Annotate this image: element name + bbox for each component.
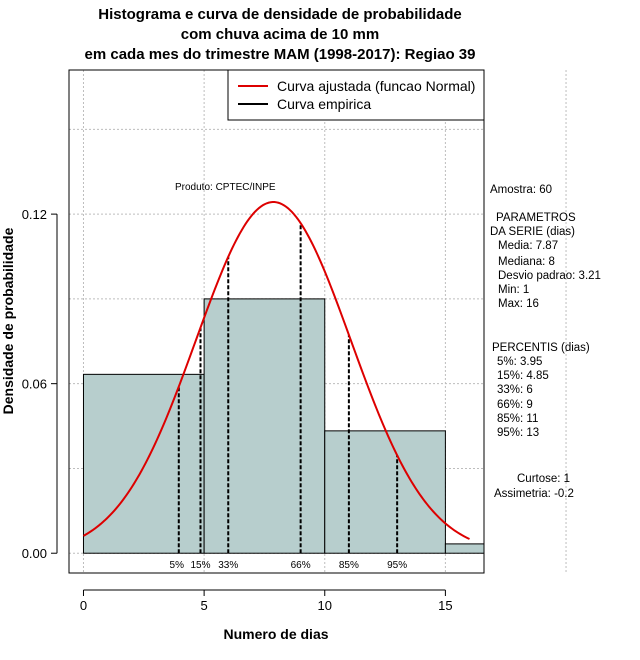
percentile-lines: 5% 15% 33% 66% 85% 95% (170, 223, 407, 571)
stat-mean: Media: 7.87 (498, 240, 559, 252)
fitted-normal-curve (82, 201, 470, 540)
x-tick-label: 5 (200, 598, 207, 613)
stat-max: Max: 16 (498, 298, 539, 310)
product-label: Produto: CPTEC/INPE (175, 182, 276, 193)
legend: Curva ajustada (funcao Normal) Curva emp… (227, 69, 485, 121)
x-tick-label: 15 (438, 598, 452, 613)
percentile-label: 95% (387, 560, 407, 571)
histogram-bar (82, 373, 205, 554)
stat-sample: Amostra: 60 (490, 184, 552, 196)
percentile-label: 5% (170, 560, 185, 571)
stat-skewness: Assimetria: -0.2 (494, 488, 574, 500)
y-axis-label: Densidade de probabilidade (0, 227, 16, 414)
stat-p15: 15%: 4.85 (497, 370, 549, 382)
stat-p5: 5%: 3.95 (497, 356, 543, 368)
stat-params-header-2: DA SERIE (dias) (490, 226, 575, 238)
chart-title-line-3: em cada mes do trimestre MAM (1998-2017)… (84, 46, 476, 63)
chart-title-line-1: Histograma e curva de densidade de proba… (98, 6, 462, 23)
legend-fitted-label: Curva ajustada (funcao Normal) (277, 78, 475, 94)
percentile-label: 15% (190, 560, 210, 571)
axes-layer: 0 5 10 15 0.00 0.06 0.12 (22, 207, 453, 613)
percentile-label: 66% (291, 560, 311, 571)
histogram-bars (82, 298, 485, 554)
stat-p66: 66%: 9 (497, 399, 533, 411)
y-tick-label: 0.06 (22, 377, 47, 392)
fitted-curve-layer (82, 201, 470, 540)
x-tick-label: 0 (80, 598, 87, 613)
stat-p95: 95%: 13 (497, 427, 540, 439)
y-tick-label: 0.00 (22, 546, 47, 561)
histogram-bar (444, 543, 485, 554)
stat-p33: 33%: 6 (497, 384, 533, 396)
percentile-label: 33% (218, 560, 238, 571)
histogram-bar (324, 430, 446, 554)
stat-sd: Desvio padrao: 3.21 (498, 270, 601, 282)
stat-params-header-1: PARAMETROS (496, 212, 576, 224)
legend-empirical-label: Curva empirica (277, 96, 371, 112)
chart-title-line-2: com chuva acima de 10 mm (180, 26, 380, 43)
y-tick-label: 0.12 (22, 207, 47, 222)
x-tick-label: 10 (318, 598, 332, 613)
stat-percentis-header: PERCENTIS (dias) (492, 342, 590, 354)
histogram-bar (203, 298, 326, 554)
stat-median: Mediana: 8 (498, 256, 555, 268)
stat-kurtosis: Curtose: 1 (517, 473, 571, 485)
stat-p85: 85%: 11 (497, 413, 539, 425)
legend-box (227, 69, 485, 121)
percentile-label: 85% (339, 560, 359, 571)
stat-min: Min: 1 (498, 284, 530, 296)
x-axis-label: Numero de dias (223, 626, 328, 642)
